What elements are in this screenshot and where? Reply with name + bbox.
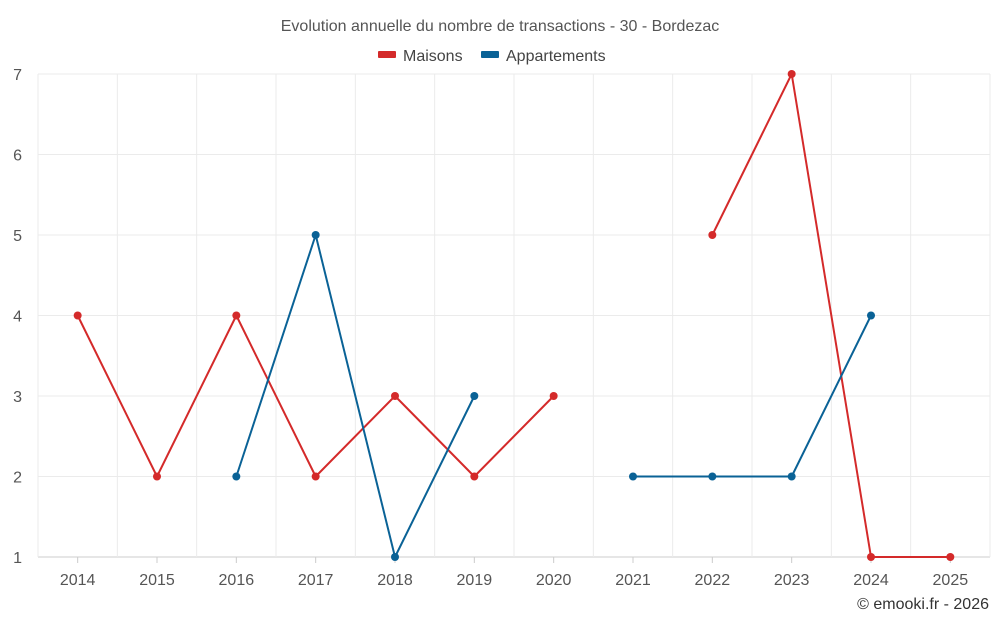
chart-title: Evolution annuelle du nombre de transact… xyxy=(281,18,719,35)
x-tick-label: 2023 xyxy=(774,572,810,589)
y-tick-label: 4 xyxy=(13,309,22,326)
series-line-appartements xyxy=(633,315,872,478)
data-point-appartements[interactable] xyxy=(708,472,717,481)
data-point-maisons[interactable] xyxy=(708,231,717,239)
series-maisons xyxy=(73,70,955,561)
x-tick-label: 2021 xyxy=(615,572,651,589)
x-axis: 2014 2015 2016 2017 2018 2019 2020 2021 2022 2023… xyxy=(60,557,968,589)
grid xyxy=(37,73,991,558)
series-line-appartements xyxy=(235,234,476,558)
y-tick-label: 5 xyxy=(13,228,22,245)
x-tick-label: 2015 xyxy=(139,572,175,589)
data-point-maisons[interactable] xyxy=(867,553,875,561)
x-tick-label: 2017 xyxy=(298,572,334,589)
data-point-maisons[interactable] xyxy=(391,392,399,400)
y-tick-label: 3 xyxy=(13,389,22,406)
data-point-maisons[interactable] xyxy=(153,472,161,481)
x-tick-label: 2016 xyxy=(219,572,255,589)
legend: Maisons Appartements xyxy=(378,48,606,65)
y-tick-label: 6 xyxy=(13,148,22,165)
data-point-appartements[interactable] xyxy=(867,311,875,320)
data-point-maisons[interactable] xyxy=(946,553,955,561)
x-tick-label: 2020 xyxy=(536,572,572,589)
series-line-maisons xyxy=(711,73,951,558)
series-appartements xyxy=(232,231,875,561)
data-point-maisons[interactable] xyxy=(232,311,241,320)
legend-swatch-maisons xyxy=(378,51,396,58)
y-tick-label: 7 xyxy=(13,67,22,84)
data-point-maisons[interactable] xyxy=(470,472,479,481)
legend-label-maisons[interactable]: Maisons xyxy=(403,48,463,65)
data-point-maisons[interactable] xyxy=(787,70,796,78)
x-tick-label: 2024 xyxy=(853,572,889,589)
y-tick-label: 1 xyxy=(13,550,22,567)
x-tick-label: 2019 xyxy=(457,572,493,589)
x-tick-label: 2018 xyxy=(377,572,413,589)
data-point-appartements[interactable] xyxy=(391,553,399,561)
data-point-maisons[interactable] xyxy=(549,392,558,400)
data-point-appartements[interactable] xyxy=(311,231,320,239)
data-point-appartements[interactable] xyxy=(629,472,637,481)
data-point-appartements[interactable] xyxy=(787,472,796,481)
legend-label-appartements[interactable]: Appartements xyxy=(506,48,606,65)
credit-text: © emooki.fr - 2026 xyxy=(857,596,989,613)
series-group xyxy=(73,70,955,561)
x-tick-label: 2025 xyxy=(933,572,969,589)
y-axis: 1 2 3 4 5 6 7 xyxy=(13,67,22,567)
data-point-appartements[interactable] xyxy=(470,392,479,400)
legend-swatch-appartements xyxy=(481,51,499,58)
x-tick-label: 2014 xyxy=(60,572,96,589)
data-point-maisons[interactable] xyxy=(73,311,82,320)
x-tick-label: 2022 xyxy=(695,572,731,589)
data-point-appartements[interactable] xyxy=(232,472,241,481)
y-tick-label: 2 xyxy=(13,470,22,487)
data-point-maisons[interactable] xyxy=(311,472,320,481)
